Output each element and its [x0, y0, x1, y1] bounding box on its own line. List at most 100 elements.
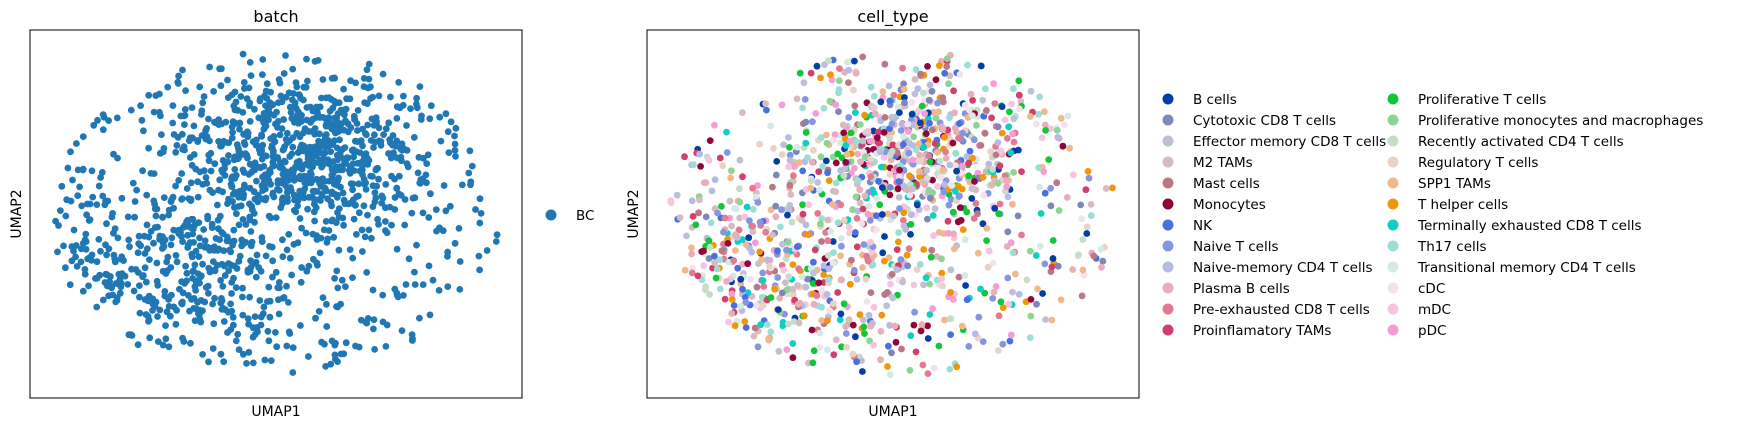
cell-type-point — [916, 151, 923, 159]
cell-type-point — [1033, 300, 1040, 308]
batch-point — [165, 343, 173, 351]
batch-point — [205, 157, 213, 165]
batch-point — [246, 293, 254, 301]
batch-point — [360, 75, 368, 82]
batch-point — [246, 59, 254, 66]
batch-point — [323, 187, 330, 195]
cell-type-point — [804, 154, 811, 161]
cell-type-point — [843, 151, 851, 158]
batch-point — [363, 269, 371, 276]
batch-point — [383, 229, 391, 237]
cell-type-point — [714, 209, 721, 217]
cell-type-point — [1003, 183, 1011, 191]
cell-type-point — [936, 157, 944, 165]
cell-type-point — [897, 127, 905, 134]
batch-point — [327, 148, 335, 156]
batch-point — [276, 164, 284, 171]
batch-point — [256, 95, 264, 102]
batch-point — [331, 97, 338, 105]
batch-point — [136, 309, 144, 317]
cell-type-point — [889, 141, 897, 149]
batch-point — [81, 270, 89, 278]
batch-point — [300, 129, 307, 137]
cell-type-point — [749, 228, 757, 236]
cell-type-point — [849, 350, 857, 358]
cell-type-point — [949, 208, 957, 216]
cell-type-point — [929, 126, 936, 134]
cell-type-point — [946, 365, 954, 373]
cell-type-legend-marker — [1162, 93, 1174, 105]
cell-type-point — [864, 210, 872, 218]
cell-type-point — [910, 281, 918, 289]
batch-point — [164, 253, 172, 261]
cell-type-point — [947, 196, 955, 203]
cell-type-point — [939, 98, 947, 106]
batch-point — [136, 282, 143, 289]
batch-point — [312, 314, 319, 322]
batch-point — [343, 95, 350, 103]
cell-type-point — [697, 163, 704, 170]
cell-type-point — [947, 331, 954, 338]
batch-point — [429, 276, 437, 284]
cell-type-point — [839, 121, 847, 129]
cell-type-point — [754, 199, 762, 206]
cell-type-point — [840, 217, 848, 224]
batch-point — [221, 138, 229, 146]
batch-point — [403, 122, 410, 129]
batch-point — [190, 239, 198, 246]
batch-point — [81, 266, 89, 273]
batch-point — [342, 339, 350, 347]
batch-point — [207, 167, 215, 175]
cell-type-point — [924, 215, 931, 223]
batch-point — [221, 172, 229, 179]
cell-type-point — [1007, 331, 1015, 339]
cell-type-legend-label: Monocytes — [1193, 197, 1266, 213]
batch-point — [340, 221, 347, 229]
cell-type-point — [777, 223, 784, 231]
cell-type-point — [926, 280, 933, 288]
cell-type-legend-marker — [1387, 198, 1399, 210]
batch-point — [393, 185, 401, 192]
cell-type-point — [985, 247, 993, 255]
cell-type-point — [741, 294, 749, 301]
batch-point — [246, 118, 254, 125]
batch-point — [172, 148, 180, 156]
batch-point — [181, 106, 189, 113]
cell-type-legend-label: Th17 cells — [1417, 239, 1487, 255]
batch-point — [212, 235, 220, 242]
batch-point — [246, 99, 254, 107]
batch-point — [144, 312, 152, 320]
batch-point — [93, 201, 101, 209]
cell-type-point — [929, 176, 936, 184]
cell-type-point — [946, 315, 954, 323]
batch-point — [184, 241, 192, 249]
cell-type-point — [1027, 312, 1035, 320]
batch-point — [337, 350, 345, 358]
batch-point — [393, 115, 401, 122]
cell-type-point — [865, 202, 873, 210]
cell-type-point — [763, 106, 770, 114]
cell-type-point — [870, 104, 878, 111]
cell-type-point — [853, 243, 861, 251]
batch-point — [72, 253, 79, 261]
cell-type-point — [994, 347, 1002, 354]
batch-point — [369, 286, 377, 294]
cell-type-point — [922, 130, 930, 138]
cell-type-point — [857, 121, 864, 128]
batch-point — [99, 111, 107, 118]
cell-type-point — [834, 219, 842, 227]
cell-type-point — [688, 244, 695, 252]
batch-point — [275, 76, 283, 83]
cell-type-point — [749, 205, 757, 213]
cell-type-point — [1039, 290, 1046, 297]
cell-type-point — [749, 184, 756, 192]
batch-point — [359, 142, 366, 150]
batch-point — [294, 196, 302, 204]
batch-point — [141, 264, 149, 272]
batch-point — [476, 219, 484, 227]
batch-point — [209, 345, 217, 352]
cell-type-points — [667, 51, 1116, 379]
cell-type-legend-marker — [1387, 93, 1399, 105]
batch-point — [160, 194, 168, 202]
cell-type-point — [759, 269, 767, 277]
